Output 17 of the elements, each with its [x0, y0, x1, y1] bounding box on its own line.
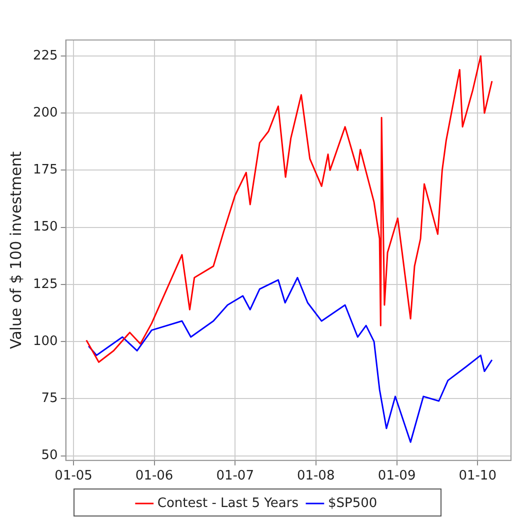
- x-tick-label: 01-08: [296, 468, 335, 484]
- y-tick-label: 175: [32, 162, 58, 178]
- y-tick-label: 200: [32, 105, 58, 120]
- legend-label: Contest - Last 5 Years: [157, 496, 299, 511]
- y-tick-label: 225: [32, 48, 58, 64]
- x-tick-label: 01-09: [378, 468, 416, 484]
- y-axis-title: Value of $ 100 investment: [6, 151, 25, 350]
- x-tick-label: 01-07: [216, 468, 254, 484]
- y-tick-label: 50: [41, 448, 58, 464]
- y-tick-label: 100: [32, 334, 58, 349]
- legend-label: $SP500: [328, 496, 378, 511]
- y-tick-label: 75: [41, 391, 58, 406]
- x-tick-label: 01-05: [54, 468, 92, 484]
- x-tick-label: 01-06: [135, 468, 174, 484]
- x-tick-label: 01-10: [458, 468, 496, 484]
- y-tick-label: 125: [32, 276, 58, 292]
- y-tick-label: 150: [32, 220, 58, 235]
